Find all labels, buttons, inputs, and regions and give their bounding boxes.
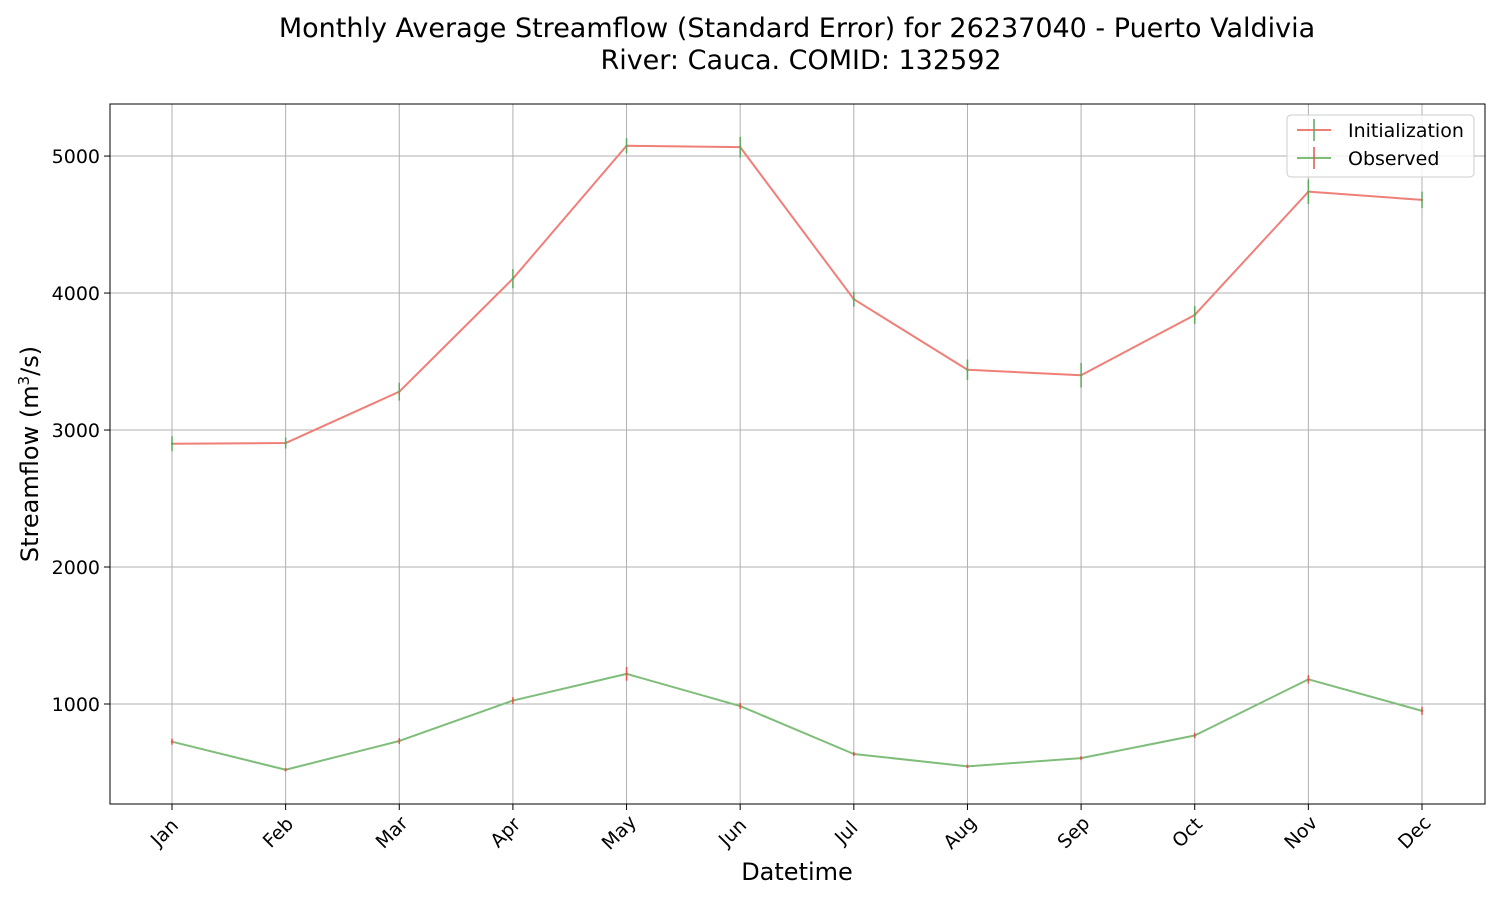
data-point-initialization bbox=[1193, 313, 1196, 317]
data-point-initialization bbox=[170, 442, 174, 445]
data-point-initialization bbox=[511, 277, 515, 280]
data-point-initialization bbox=[284, 441, 287, 445]
legend: Initialization Observed bbox=[1286, 114, 1475, 178]
legend-label-initialization: Initialization bbox=[1348, 120, 1464, 142]
y-tick-label: 3000 bbox=[52, 420, 100, 442]
chart-title: Monthly Average Streamflow (Standard Err… bbox=[279, 13, 1315, 44]
y-tick-label: 1000 bbox=[52, 694, 100, 716]
data-point-observed bbox=[398, 739, 401, 743]
data-point-observed bbox=[625, 672, 628, 676]
plot-frame bbox=[109, 103, 1486, 805]
legend-label-observed: Observed bbox=[1348, 148, 1439, 170]
data-point-initialization bbox=[966, 368, 969, 371]
data-point-observed bbox=[284, 768, 287, 771]
y-tick-label: 2000 bbox=[52, 557, 100, 579]
series-layer bbox=[170, 136, 1424, 772]
data-point-initialization bbox=[398, 390, 401, 393]
series-line-observed bbox=[171, 672, 1423, 771]
data-point-observed bbox=[738, 704, 742, 708]
data-point-observed bbox=[1193, 734, 1196, 737]
y-axis-label-superscript: 3 bbox=[15, 376, 33, 386]
x-axis-label: Datetime bbox=[741, 858, 853, 886]
legend-box bbox=[1286, 114, 1475, 178]
data-point-observed bbox=[170, 740, 174, 743]
data-point-observed bbox=[1420, 709, 1424, 713]
y-axis-label: Streamflow (m3/s) bbox=[15, 346, 44, 562]
y-axis-label-main: Streamflow (m bbox=[16, 385, 44, 562]
data-point-initialization bbox=[738, 145, 742, 149]
data-point-observed bbox=[1079, 756, 1083, 760]
chart-subtitle: River: Cauca. COMID: 132592 bbox=[600, 45, 1001, 76]
data-point-initialization bbox=[852, 298, 856, 301]
y-tick-label: 4000 bbox=[52, 283, 100, 305]
y-tick-label: 5000 bbox=[52, 146, 100, 168]
data-point-observed bbox=[511, 699, 515, 702]
grid bbox=[110, 104, 1485, 804]
data-point-observed bbox=[1307, 678, 1310, 681]
y-axis-label-tail: /s) bbox=[16, 346, 44, 376]
data-point-observed bbox=[852, 752, 856, 756]
data-point-initialization bbox=[1307, 190, 1310, 193]
data-point-initialization bbox=[1079, 374, 1083, 377]
data-point-initialization bbox=[1420, 198, 1424, 202]
series-line-initialization bbox=[171, 144, 1423, 445]
data-point-initialization bbox=[625, 144, 628, 147]
data-point-observed bbox=[966, 765, 969, 768]
